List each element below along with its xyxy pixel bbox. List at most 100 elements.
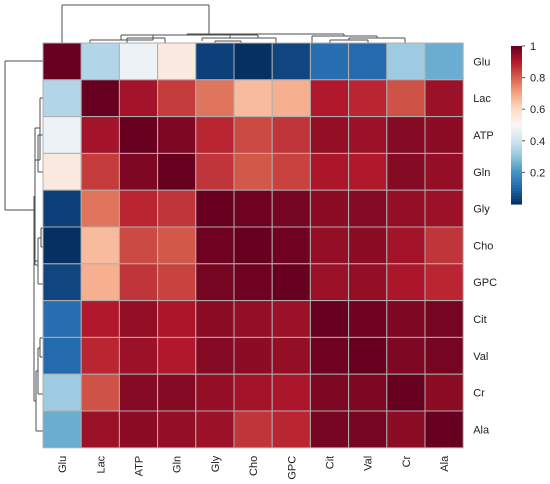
heatmap-cell-lac-cr [386, 79, 426, 118]
heatmap-cell-gln-ala [424, 152, 464, 191]
heatmap-cell-gln-cr [386, 152, 426, 191]
heatmap-cell-val-gly [195, 336, 235, 375]
heatmap-cell-cit-glu [42, 300, 82, 338]
heatmap-cell-atp-glu [42, 116, 82, 154]
colorbar-segment [511, 127, 522, 131]
colorbar-segment [511, 101, 522, 105]
heatmap-cell-gly-cr [386, 189, 426, 228]
colorbar-segment [511, 164, 522, 168]
colorbar-segment [511, 51, 522, 55]
colorbar-segment [511, 48, 522, 52]
heatmap-cell-glu-cit [309, 42, 350, 81]
heatmap-cell-cr-cit [309, 373, 350, 412]
colorbar-segment [511, 177, 522, 181]
colorbar-segment [511, 190, 522, 195]
heatmap-cell-cr-cr [386, 373, 426, 412]
heatmap-cell-gln-val [348, 152, 388, 191]
heatmap-cell-cit-gln [157, 300, 197, 338]
heatmap-cell-ala-glu [42, 410, 82, 449]
colorbar-segment [511, 46, 522, 50]
heatmap-cell-gpc-gln [157, 263, 197, 302]
heatmap-cell-gly-ala [424, 189, 464, 228]
row-label-cho: Cho [473, 240, 493, 252]
colorbar-segment [511, 198, 522, 202]
heatmap-cell-cit-gly [195, 300, 235, 338]
heatmap-cell-cho-cit [309, 226, 350, 265]
colorbar-segment [511, 138, 522, 142]
colorbar-segment [511, 156, 522, 160]
heatmap-cell-cit-ala [424, 300, 464, 338]
column-label-gln: Gln [172, 456, 184, 473]
heatmap-cell-val-ala [424, 336, 464, 375]
heatmap-cell-ala-cr [386, 410, 426, 449]
heatmap-cell-atp-atp [118, 116, 159, 154]
colorbar-segment [511, 167, 522, 171]
heatmap-cell-val-gln [157, 336, 197, 375]
heatmap-cell-atp-cho [233, 116, 273, 154]
colorbar-segment [511, 193, 522, 197]
colorbar-segment [511, 143, 522, 147]
colorbar-segment [511, 64, 522, 68]
heatmap-cell-glu-gpc [271, 42, 311, 81]
heatmap-cell-glu-val [348, 42, 388, 81]
heatmap-cell-gpc-cit [309, 263, 350, 302]
heatmap-cell-val-lac [80, 336, 120, 375]
heatmap-cell-cit-cit [309, 300, 350, 338]
heatmap-cell-glu-gly [195, 42, 235, 81]
row-label-atp: ATP [473, 130, 494, 142]
heatmap-cell-cho-gly [195, 226, 235, 265]
heatmap-cell-atp-ala [424, 116, 464, 154]
heatmap-cell-glu-cr [386, 42, 426, 81]
heatmap-cell-ala-gln [157, 410, 197, 449]
heatmap-cell-gpc-gly [195, 263, 235, 302]
colorbar-segment [511, 117, 522, 121]
heatmap-cell-gly-lac [80, 189, 120, 228]
heatmap-cell-gln-gly [195, 152, 235, 191]
heatmap-cell-atp-cit [309, 116, 350, 154]
heatmap-cell-cho-glu [42, 226, 82, 265]
heatmap-cell-atp-gly [195, 116, 235, 154]
heatmap-cells [42, 42, 464, 449]
heatmap-cell-cit-lac [80, 300, 120, 338]
heatmap-cell-cho-gpc [271, 226, 311, 265]
colorbar-segment [511, 103, 522, 108]
colorbar-segment [511, 169, 522, 173]
heatmap-cell-atp-gpc [271, 116, 311, 154]
heatmap-cell-atp-cr [386, 116, 426, 154]
heatmap-cell-cho-lac [80, 226, 120, 265]
heatmap-cell-cho-cho [233, 226, 273, 265]
heatmap-cell-cho-cr [386, 226, 426, 265]
heatmap-cell-cho-gln [157, 226, 197, 265]
colorbar-segment [511, 119, 522, 123]
colorbar-segment [511, 159, 522, 163]
heatmap-cell-cit-gpc [271, 300, 311, 338]
heatmap-cell-glu-cho [233, 42, 273, 81]
colorbar-segment [511, 77, 522, 81]
heatmap-cell-cho-atp [118, 226, 159, 265]
column-labels: Glu Lac ATP Gln Gly Cho GPC Cit Val Cr Ala [57, 455, 451, 480]
heatmap-cell-val-glu [42, 336, 82, 375]
heatmap-cell-ala-gly [195, 410, 235, 449]
heatmap-cell-cr-atp [118, 373, 159, 412]
colorbar-segment [511, 182, 522, 187]
heatmap-cell-gpc-cho [233, 263, 273, 302]
colorbar-tick-label: 0.2 [530, 167, 545, 179]
heatmap-cell-cr-cho [233, 373, 273, 412]
colorbar-segment [511, 180, 522, 184]
heatmap-cell-gpc-cr [386, 263, 426, 302]
heatmap-cell-gpc-lac [80, 263, 120, 302]
heatmap-cell-gly-val [348, 189, 388, 228]
heatmap-cell-gly-atp [118, 189, 159, 228]
row-dendrogram [4, 60, 43, 432]
row-label-gly: Gly [473, 204, 490, 216]
heatmap-cell-gly-gly [195, 189, 235, 228]
colorbar-segment [511, 109, 522, 113]
column-label-gly: Gly [210, 455, 222, 472]
heatmap-cell-gln-glu [42, 152, 82, 191]
heatmap-cell-lac-gly [195, 79, 235, 118]
colorbar-segment [511, 172, 522, 176]
column-label-val: Val [363, 456, 375, 471]
column-label-glu: Glu [57, 456, 69, 473]
heatmap-cell-val-cr [386, 336, 426, 375]
colorbar-segment [511, 96, 522, 100]
